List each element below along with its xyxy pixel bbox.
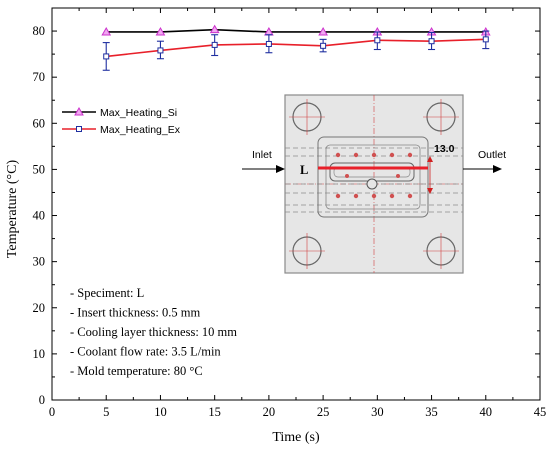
y-tick-label: 70: [33, 70, 46, 84]
ejector-pin: [389, 193, 395, 199]
specimen-label: L: [300, 163, 308, 177]
ejector-pin: [345, 174, 349, 178]
ejector-pin: [407, 193, 413, 199]
insert-outline: [317, 136, 429, 218]
x-tick-label: 20: [263, 405, 276, 419]
ejector-pin: [407, 152, 413, 158]
y-tick-label: 10: [33, 347, 46, 361]
series-line: [106, 38, 486, 58]
data-point: [103, 53, 110, 60]
y-tick-label: 30: [33, 255, 46, 269]
inlet-label: Inlet: [252, 149, 272, 161]
legend: Max_Heating_Si Max_Heating_Ex: [62, 106, 181, 136]
note-line: - Coolant flow rate: 3.5 L/min: [70, 345, 221, 359]
dimension-arrow: [427, 188, 433, 194]
data-point: [374, 37, 381, 44]
x-tick-label: 5: [103, 405, 109, 419]
axes: 0 5 10 15 20 25 30 35 40 45 0 10 20 30 40 50 60 70 80: [33, 7, 547, 419]
data-point: [157, 47, 164, 54]
data-point: [428, 38, 435, 45]
data-point: [320, 42, 327, 49]
x-tick-label: 40: [480, 405, 493, 419]
data-point: [318, 26, 328, 36]
legend-label: Max_Heating_Ex: [100, 124, 181, 136]
ejector-pin: [371, 152, 377, 158]
x-tick-label: 30: [371, 405, 384, 419]
x-tick-label: 10: [154, 405, 167, 419]
sprue-circle: [366, 178, 378, 190]
note-line: - Speciment: L: [70, 286, 144, 300]
y-tick-label: 40: [33, 209, 46, 223]
series-layer: [101, 24, 491, 71]
y-tick-label: 0: [39, 393, 45, 407]
insert-inner-outline: [325, 144, 421, 210]
data-point: [155, 26, 166, 36]
ejector-pin: [396, 174, 400, 178]
data-point: [482, 36, 489, 43]
ejector-pin: [389, 152, 395, 158]
ejector-pin: [335, 193, 341, 199]
y-tick-label: 60: [33, 116, 46, 130]
data-point: [211, 41, 218, 48]
legend-label: Max_Heating_Si: [100, 107, 177, 119]
x-tick-label: 45: [534, 405, 547, 419]
dimension-arrow: [427, 156, 433, 162]
mold-inset-diagram: L 13.0 Inlet Outlet: [242, 94, 506, 274]
data-point: [101, 26, 112, 36]
series-max-heating-ex: [102, 30, 490, 71]
data-point: [265, 40, 272, 47]
legend-marker: [74, 106, 84, 116]
ejector-pin: [353, 193, 359, 199]
ejector-pin: [353, 152, 359, 158]
note-line: - Insert thickness: 0.5 mm: [70, 306, 200, 320]
process-parameters-note: - Speciment: L - Insert thickness: 0.5 mm…: [70, 286, 237, 378]
data-point: [209, 24, 220, 34]
note-line: - Mold temperature: 80 °C: [70, 364, 203, 378]
series-line: [106, 28, 486, 33]
x-tick-label: 25: [317, 405, 330, 419]
y-axis-title: Temperature (°C): [5, 160, 20, 259]
outlet-arrow-head: [493, 165, 502, 173]
legend-marker: [76, 126, 82, 132]
y-tick-label: 80: [33, 24, 46, 38]
ejector-pin: [371, 193, 377, 199]
x-tick-label: 0: [49, 405, 55, 419]
x-tick-label: 15: [208, 405, 221, 419]
ejector-pin: [335, 152, 341, 158]
x-tick-label: 35: [425, 405, 438, 419]
outlet-label: Outlet: [478, 149, 506, 161]
note-line: - Cooling layer thickness: 10 mm: [70, 325, 237, 339]
y-tick-label: 20: [33, 301, 46, 315]
dimension-label: 13.0: [434, 143, 455, 155]
y-tick-label: 50: [33, 162, 46, 176]
inlet-arrow-head: [276, 165, 285, 173]
x-axis-title: Time (s): [272, 430, 320, 445]
